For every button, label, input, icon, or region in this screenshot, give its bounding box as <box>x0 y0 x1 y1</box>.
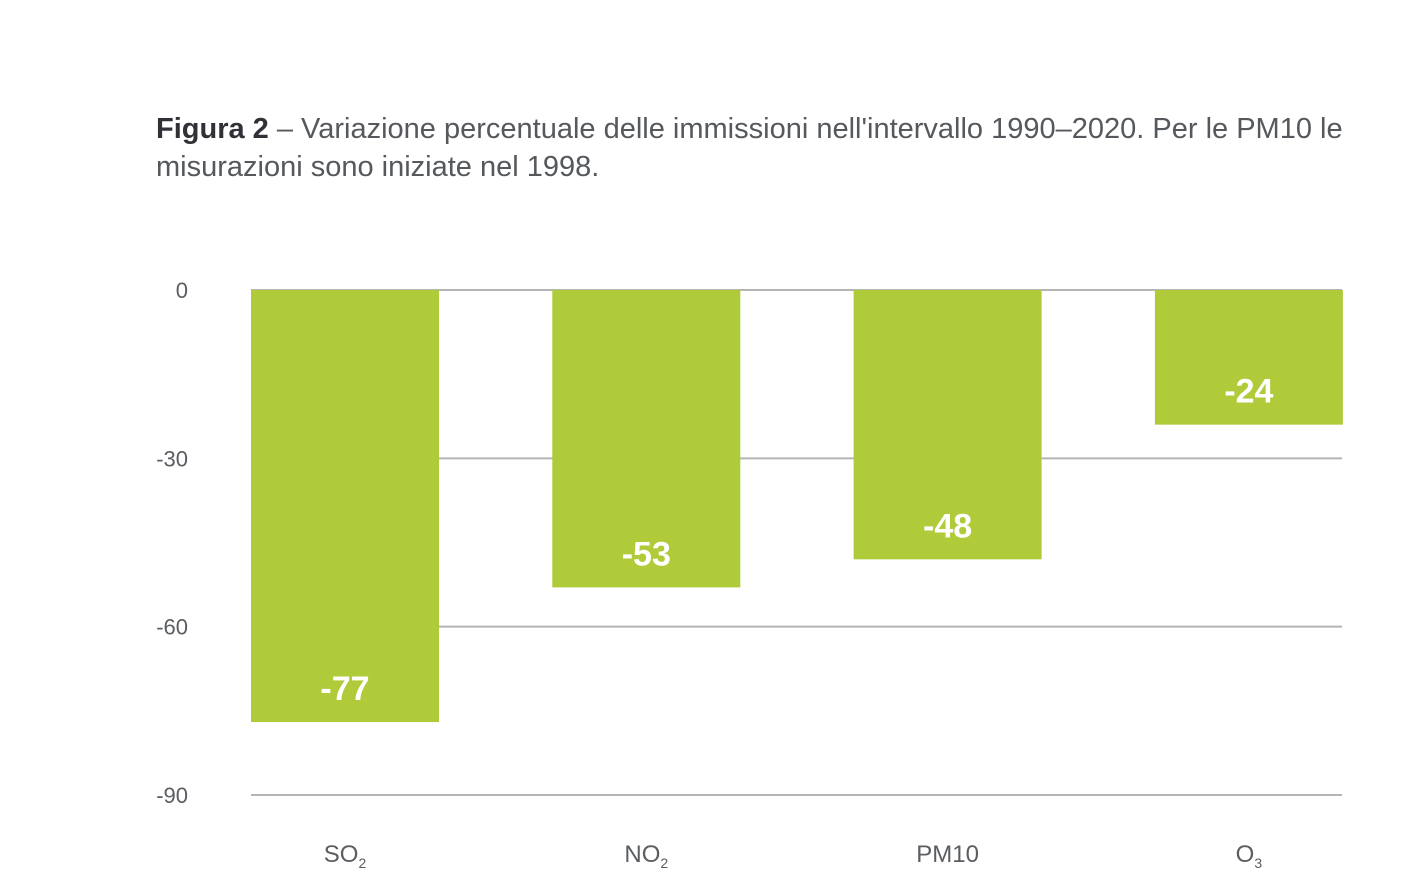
x-tick-label: NO2 <box>624 841 668 871</box>
x-tick-main: PM10 <box>916 841 979 868</box>
x-tick-subscript: 2 <box>660 855 668 871</box>
x-tick-subscript: 3 <box>1254 855 1262 871</box>
y-tick-label: 0 <box>176 278 188 303</box>
y-tick-label: -30 <box>156 446 188 471</box>
x-tick-main: O <box>1236 841 1255 868</box>
figure-caption: Figura 2 – Variazione percentuale delle … <box>156 110 1346 186</box>
bars <box>251 290 1343 723</box>
y-axis: 0 -30 -60 -90 <box>156 278 188 808</box>
x-tick-label: O3 <box>1236 841 1263 871</box>
bar-value-label: -24 <box>1224 373 1273 411</box>
x-tick-label: PM10 <box>916 841 979 868</box>
y-tick-label: -60 <box>156 615 188 640</box>
x-axis: SO2 NO2 PM10 O3 <box>324 841 1263 871</box>
caption-text: – Variazione percentuale delle immission… <box>156 113 1343 183</box>
x-tick-subscript: 2 <box>358 855 366 871</box>
bar <box>853 290 1042 560</box>
x-tick-main: NO <box>624 841 660 868</box>
bar-value-label: -48 <box>923 507 972 545</box>
bar <box>1154 290 1343 425</box>
figure-label: Figura 2 <box>156 113 269 145</box>
bar-value-label: -53 <box>622 535 671 573</box>
bar-value-label: -77 <box>320 670 369 708</box>
x-tick-label: SO2 <box>324 841 367 871</box>
x-tick-main: SO <box>324 841 359 868</box>
bar <box>552 290 741 588</box>
y-tick-label: -90 <box>156 783 188 808</box>
bar <box>251 290 439 723</box>
value-labels: -77 -53 -48 -24 <box>320 373 1273 708</box>
